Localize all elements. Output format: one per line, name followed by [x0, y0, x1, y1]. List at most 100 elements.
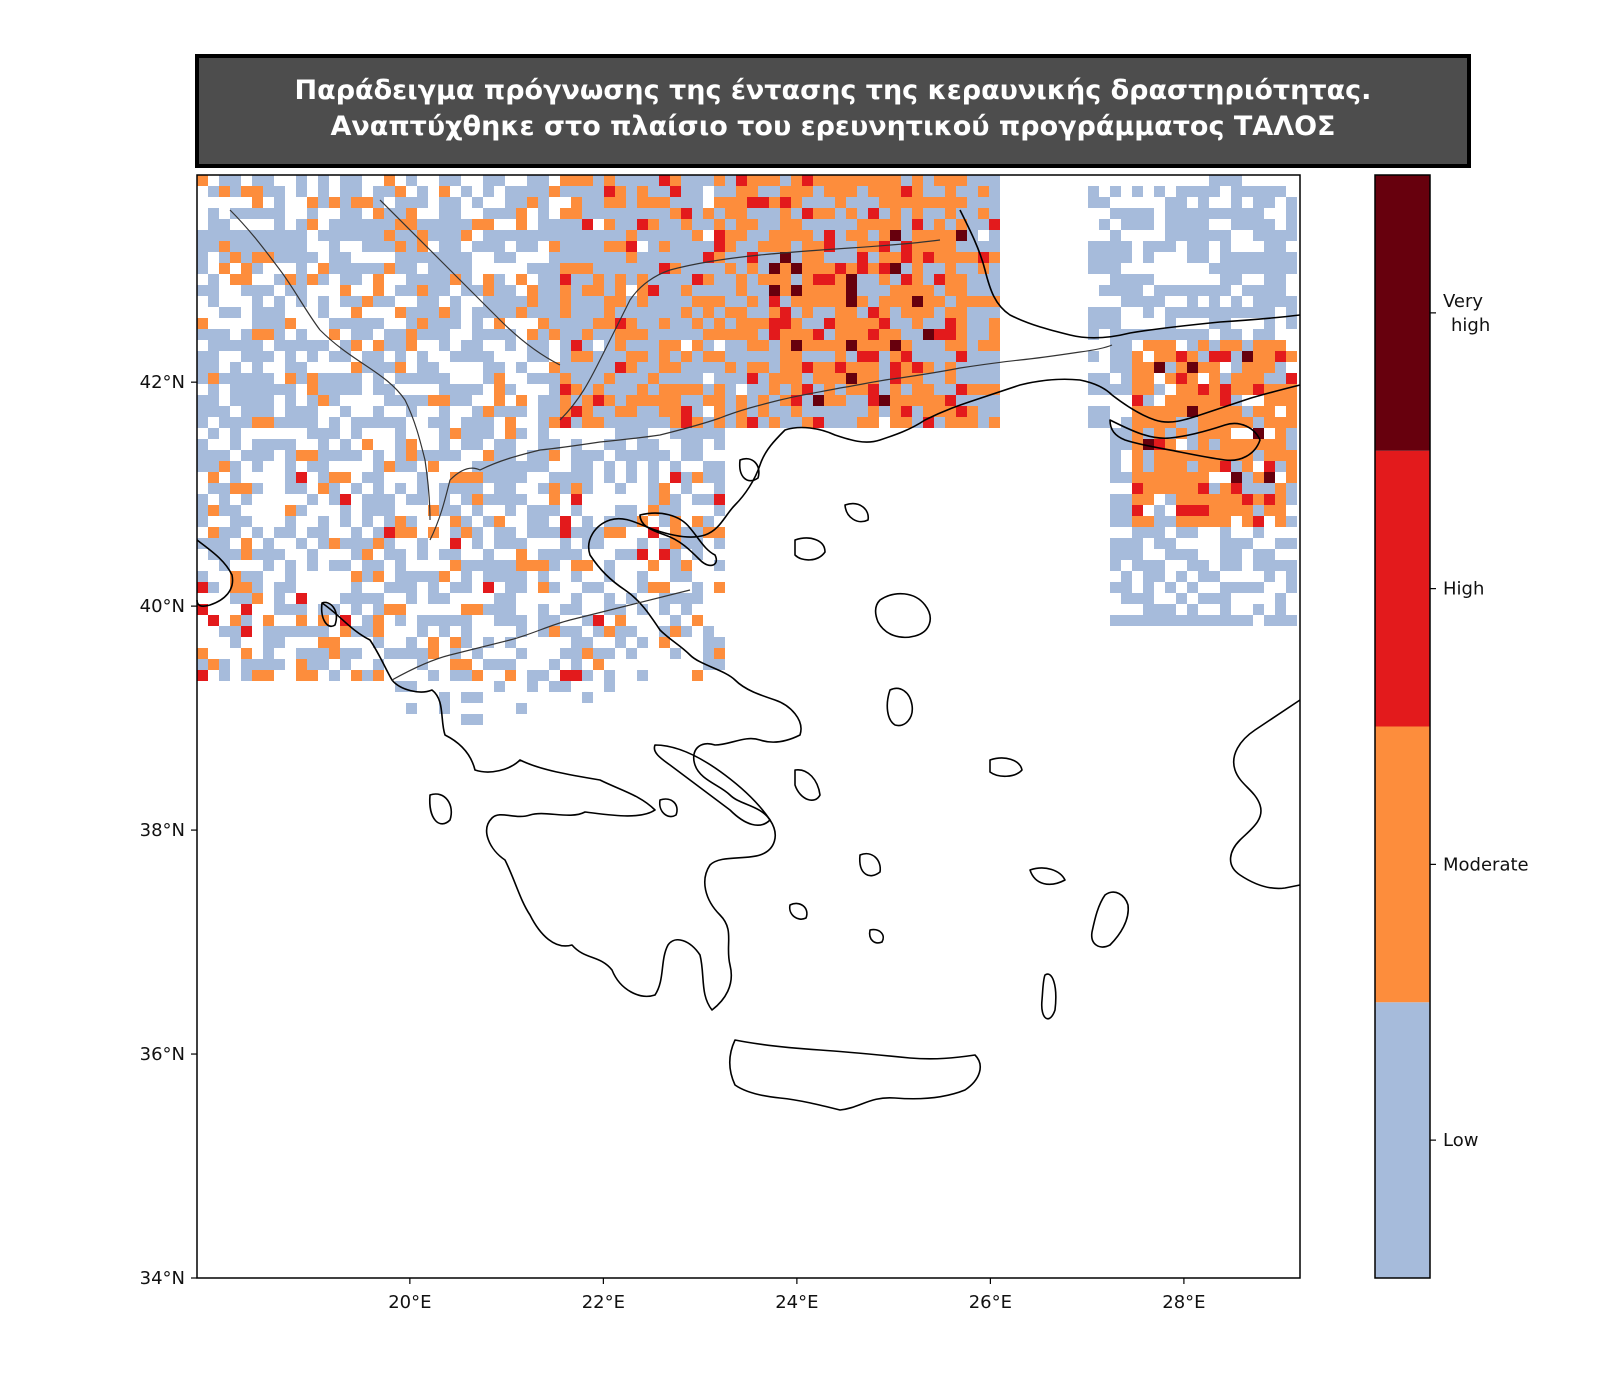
intensity-cell: [692, 615, 703, 626]
intensity-cell: [494, 615, 505, 626]
intensity-cell: [362, 670, 373, 681]
intensity-cell: [791, 186, 802, 197]
intensity-cell: [1143, 615, 1154, 626]
intensity-cell: [1242, 373, 1253, 384]
intensity-cell: [1209, 340, 1220, 351]
intensity-cell: [230, 527, 241, 538]
intensity-cell: [802, 417, 813, 428]
intensity-cell: [604, 516, 615, 527]
intensity-cell: [725, 219, 736, 230]
intensity-cell: [538, 417, 549, 428]
intensity-cell: [439, 593, 450, 604]
intensity-cell: [769, 318, 780, 329]
intensity-cell: [252, 362, 263, 373]
intensity-cell: [901, 373, 912, 384]
intensity-cell: [439, 395, 450, 406]
intensity-cell: [494, 406, 505, 417]
intensity-cell: [549, 560, 560, 571]
intensity-cell: [505, 527, 516, 538]
intensity-cell: [285, 340, 296, 351]
intensity-cell: [1176, 329, 1187, 340]
aegina: [658, 798, 678, 818]
intensity-cell: [692, 538, 703, 549]
intensity-cell: [923, 318, 934, 329]
intensity-cell: [1143, 604, 1154, 615]
intensity-cell: [197, 329, 208, 340]
intensity-cell: [505, 252, 516, 263]
intensity-cell: [714, 208, 725, 219]
intensity-cell: [769, 219, 780, 230]
intensity-cell: [428, 285, 439, 296]
intensity-cell: [560, 362, 571, 373]
intensity-cell: [263, 406, 274, 417]
intensity-cell: [516, 197, 527, 208]
intensity-cell: [1110, 494, 1121, 505]
intensity-cell: [681, 450, 692, 461]
intensity-cell: [1286, 252, 1297, 263]
intensity-cell: [1220, 439, 1231, 450]
intensity-cell: [1264, 274, 1275, 285]
intensity-cell: [307, 219, 318, 230]
intensity-cell: [560, 483, 571, 494]
intensity-cell: [538, 351, 549, 362]
intensity-cell: [219, 494, 230, 505]
intensity-cell: [1165, 329, 1176, 340]
intensity-cell: [472, 406, 483, 417]
intensity-cell: [648, 252, 659, 263]
intensity-cell: [538, 219, 549, 230]
intensity-cell: [494, 384, 505, 395]
intensity-cell: [571, 505, 582, 516]
intensity-cell: [450, 472, 461, 483]
intensity-cell: [307, 428, 318, 439]
intensity-cell: [1253, 208, 1264, 219]
intensity-cell: [945, 208, 956, 219]
intensity-cell: [604, 318, 615, 329]
intensity-cell: [373, 593, 384, 604]
intensity-cell: [230, 175, 241, 186]
intensity-cell: [648, 494, 659, 505]
intensity-cell: [791, 219, 802, 230]
intensity-cell: [241, 329, 252, 340]
intensity-cell: [494, 208, 505, 219]
intensity-cell: [318, 637, 329, 648]
intensity-cell: [450, 670, 461, 681]
intensity-cell: [626, 219, 637, 230]
intensity-cell: [681, 263, 692, 274]
intensity-cell: [362, 263, 373, 274]
intensity-cell: [1121, 615, 1132, 626]
intensity-cell: [659, 274, 670, 285]
intensity-cell: [384, 494, 395, 505]
intensity-cell: [681, 241, 692, 252]
intensity-cell: [692, 296, 703, 307]
intensity-cell: [868, 197, 879, 208]
intensity-cell: [956, 252, 967, 263]
intensity-cell: [989, 274, 1000, 285]
intensity-cell: [615, 219, 626, 230]
intensity-cell: [890, 384, 901, 395]
intensity-cell: [1220, 582, 1231, 593]
intensity-cell: [1253, 582, 1264, 593]
intensity-cell: [1209, 439, 1220, 450]
intensity-cell: [494, 252, 505, 263]
intensity-cell: [714, 274, 725, 285]
intensity-cell: [285, 285, 296, 296]
intensity-cell: [1231, 483, 1242, 494]
intensity-cell: [362, 560, 373, 571]
intensity-cell: [637, 252, 648, 263]
intensity-cell: [505, 615, 516, 626]
intensity-cell: [769, 252, 780, 263]
intensity-cell: [1121, 505, 1132, 516]
intensity-cell: [395, 571, 406, 582]
intensity-cell: [714, 637, 725, 648]
intensity-cell: [461, 494, 472, 505]
intensity-cell: [263, 549, 274, 560]
intensity-cell: [1165, 461, 1176, 472]
intensity-cell: [351, 670, 362, 681]
intensity-cell: [318, 274, 329, 285]
intensity-cell: [1165, 208, 1176, 219]
intensity-cell: [472, 692, 483, 703]
intensity-cell: [648, 230, 659, 241]
intensity-cell: [670, 417, 681, 428]
intensity-cell: [439, 439, 450, 450]
intensity-cell: [780, 329, 791, 340]
